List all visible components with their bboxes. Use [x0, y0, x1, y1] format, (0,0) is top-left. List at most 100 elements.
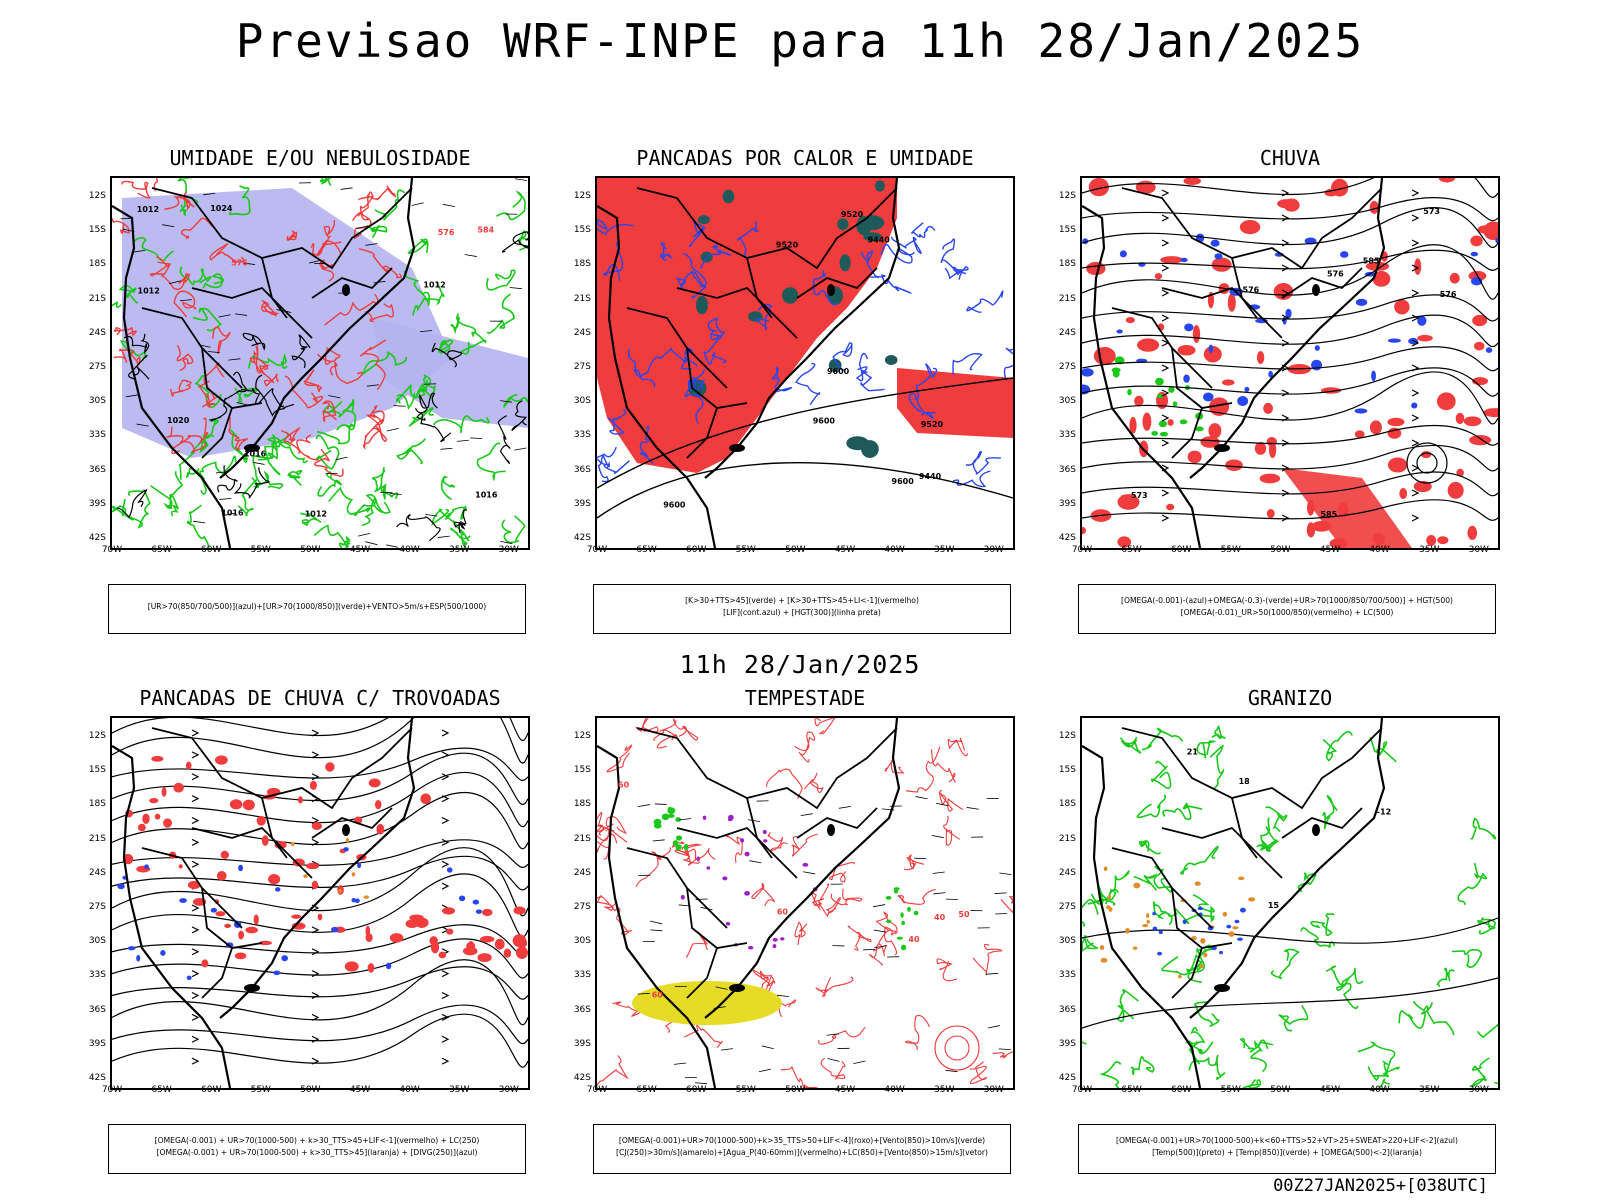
country-border: [1121, 727, 1383, 810]
longitude-tick: 30W: [498, 545, 519, 555]
field-patch: [1417, 334, 1433, 342]
contour-line: [280, 427, 301, 455]
latitude-tick: 33S: [1058, 430, 1076, 441]
longitude-tick: 60W: [201, 1085, 222, 1095]
field-patch: [1192, 324, 1201, 344]
contour-line: [255, 356, 269, 375]
contour-line: [1436, 967, 1455, 988]
field-patch: [1200, 436, 1220, 448]
field-patch: [695, 295, 708, 315]
latitude-tick: 18S: [573, 259, 591, 270]
streamline-arrow: [1281, 389, 1290, 397]
contour-line: [820, 1057, 846, 1080]
contour-label: 1012: [305, 510, 327, 519]
field-patch: [161, 786, 167, 797]
field-patch: [1187, 450, 1202, 464]
streamline-arrow: [311, 926, 320, 934]
contour-line: [699, 242, 732, 269]
streamline: [112, 959, 528, 1026]
field-patch: [151, 755, 164, 762]
contour-line: [597, 1055, 629, 1087]
humidity-upper-area: [122, 188, 452, 458]
field-patch: [253, 914, 259, 925]
longitude-tick: 30W: [1468, 1085, 1489, 1095]
field-patch: [1222, 911, 1228, 917]
field-patch: [1417, 315, 1427, 326]
country-border: [1171, 887, 1233, 949]
latitude-tick: 39S: [573, 498, 591, 509]
wind-vector: [470, 437, 483, 440]
streamline: [112, 1013, 528, 1068]
streamline-arrow: [311, 773, 320, 781]
legend-line: [CJ(250)>30m/s](amarelo)+[Agua_P(40-60mm…: [616, 1148, 988, 1157]
contour-line: [1188, 1026, 1206, 1071]
wind-vector: [386, 544, 399, 548]
latitude-tick: 36S: [1058, 1004, 1076, 1015]
latitude-tick: 33S: [1058, 970, 1076, 981]
field-patch: [747, 945, 754, 950]
contour-line: [725, 835, 743, 863]
field-patch: [886, 919, 892, 924]
field-patch: [1263, 402, 1273, 414]
contour-line: [944, 265, 969, 280]
field-patch: [1268, 370, 1273, 378]
field-patch: [220, 850, 229, 859]
lake-mark: [1214, 984, 1230, 992]
contour-line: [880, 243, 915, 264]
streamline-arrow: [1161, 489, 1170, 497]
contour-line: [628, 348, 656, 388]
contour-line: [160, 272, 191, 291]
contour-line: [908, 393, 936, 420]
field-patch: [297, 796, 303, 804]
contour-line: [217, 465, 238, 493]
country-border: [686, 347, 748, 409]
field-patch: [839, 254, 851, 272]
contour-line: [659, 242, 673, 261]
contour-line: [176, 344, 194, 372]
contour-line: [202, 362, 225, 408]
wind-vector: [945, 1069, 958, 1073]
wind-vector: [207, 351, 220, 353]
contour-line: [319, 178, 333, 187]
contour-line: [380, 483, 399, 500]
contour-label: 576: [1327, 269, 1344, 278]
latitude-tick: 12S: [88, 731, 106, 741]
field-patch: [722, 876, 728, 881]
contour-line: [123, 333, 150, 354]
wind-vector: [365, 541, 378, 546]
longitude-tick: 35W: [449, 545, 470, 555]
field-patch: [1477, 225, 1492, 234]
contour-line: [1278, 1005, 1309, 1032]
contour-line: [635, 847, 672, 887]
contour-line: [972, 943, 1003, 976]
streamline-arrow: [1281, 414, 1290, 422]
field-patch: [1119, 494, 1127, 507]
country-border: [1161, 286, 1283, 339]
field-patch: [1179, 419, 1188, 425]
low-pressure-center: [1416, 452, 1438, 474]
contour-line: [440, 476, 456, 501]
field-patch: [1125, 316, 1135, 324]
contour-line: [133, 237, 174, 262]
field-patch: [242, 799, 255, 811]
contour-line: [486, 293, 515, 334]
contour-line: [1192, 894, 1215, 923]
latitude-tick: 39S: [1058, 1038, 1076, 1049]
contour-line: [198, 380, 216, 408]
contour-line: [1152, 901, 1173, 926]
field-patch: [744, 891, 751, 896]
contour-line: [303, 369, 323, 393]
field-patch: [675, 817, 682, 823]
wind-vector: [234, 313, 248, 316]
contour-line: [365, 414, 388, 442]
hgt-contour: [597, 377, 1013, 489]
field-patch: [1203, 346, 1222, 363]
contour-line: [1477, 917, 1497, 935]
panel-pancadas-calor: PANCADAS POR CALOR E UMIDADE 9600 9520 9600…: [565, 146, 1045, 634]
contour-line: [612, 1001, 647, 1017]
contour-line: [352, 212, 372, 240]
field-patch: [1158, 930, 1163, 935]
streamline-arrow: [1411, 489, 1420, 497]
longitude-tick: 55W: [735, 1085, 756, 1095]
contour-line: [118, 285, 138, 304]
